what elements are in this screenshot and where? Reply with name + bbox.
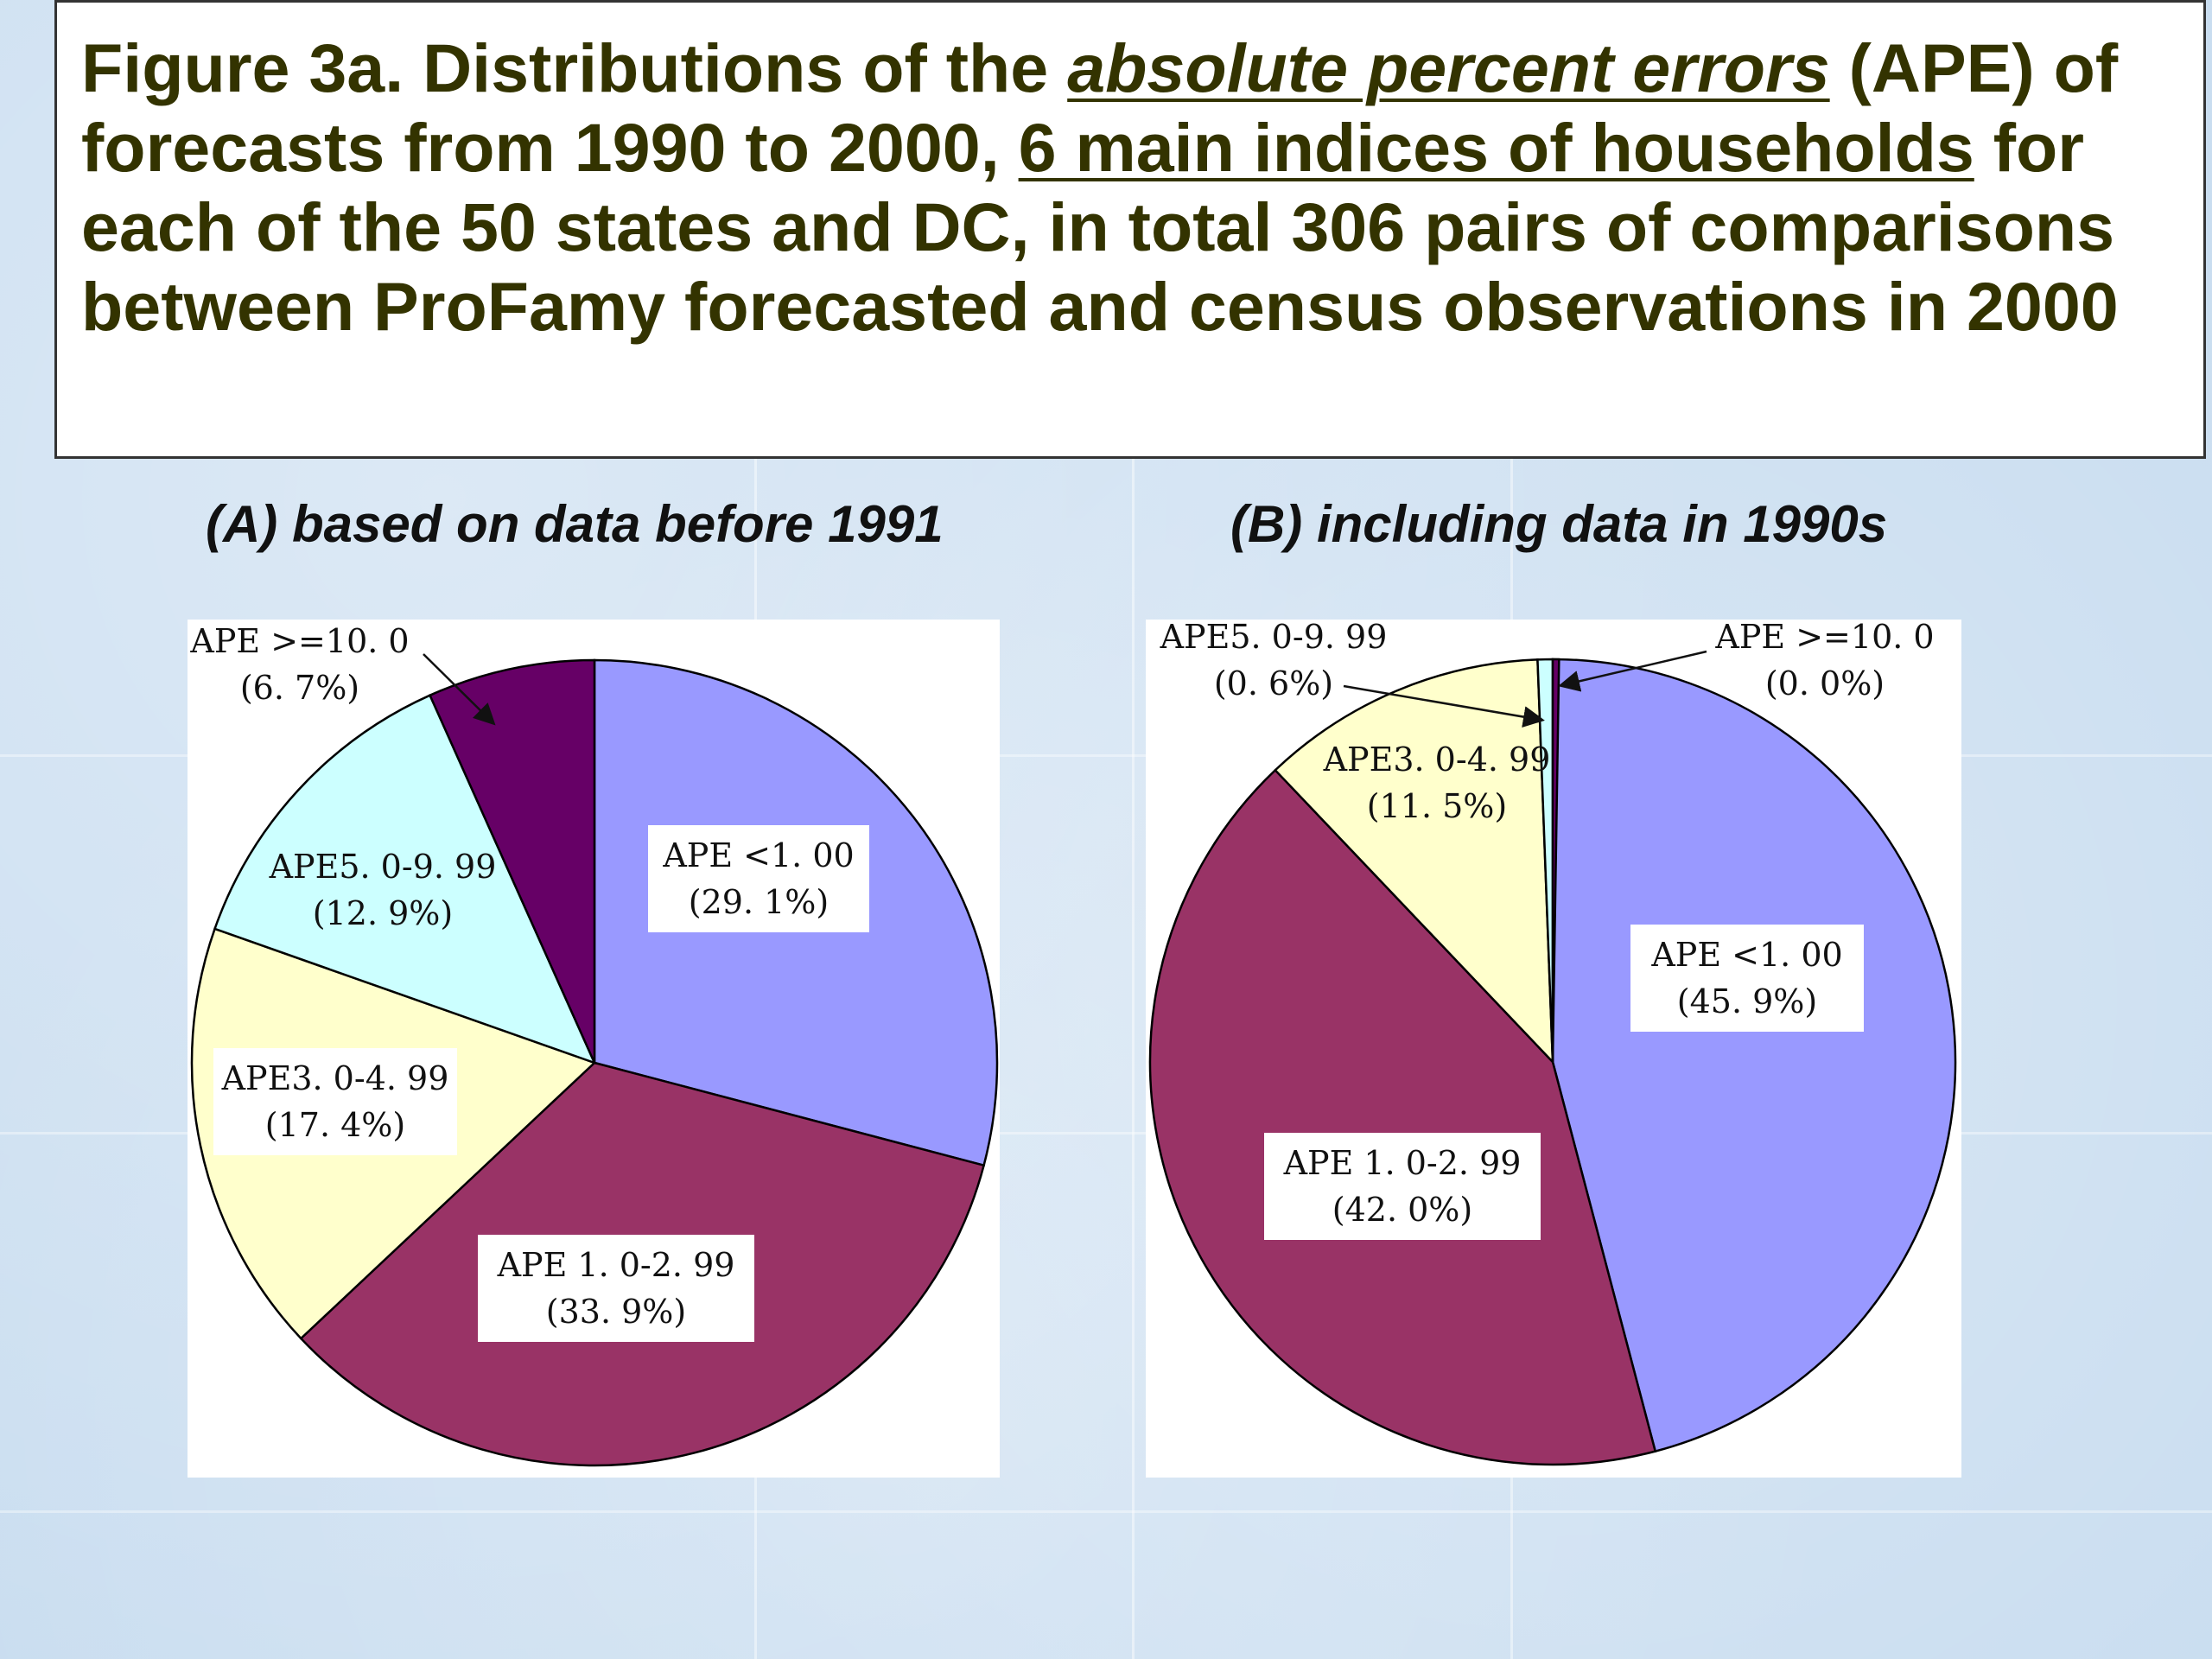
title-emphasis: 6 main indices of households	[1018, 109, 1974, 186]
chart-b-pie: APE <1. 00 (45. 9%) APE 1. 0-2. 99 (42. 0%)…	[1148, 618, 1957, 1466]
data-label-name: APE <1. 00	[1650, 936, 1842, 974]
data-label-box	[648, 825, 869, 932]
background-seam	[0, 1510, 2212, 1513]
chart-b-slice-ape-1-00	[1551, 658, 1957, 1453]
chart-a-title: (A) based on data before 1991	[206, 495, 944, 553]
chart-b-slice-ape-1-0-2-99	[1148, 768, 1657, 1466]
chart-a-slice-ape-10-0	[428, 658, 596, 1064]
background-seam	[1132, 0, 1135, 1659]
leader-arrow	[423, 653, 496, 726]
data-label-name: APE 1. 0-2. 99	[497, 1246, 735, 1284]
chart-b-label-ape-10-0: APE >=10. 0 (0. 0%)	[1714, 618, 1934, 702]
chart-a-slice-ape5-0-9-99	[213, 694, 597, 1065]
chart-a-label-ape3-0-4-99: APE3. 0-4. 99 (17. 4%)	[213, 1048, 457, 1155]
data-label-name: APE >=10. 0	[1714, 618, 1934, 656]
title-part: for each of the 50 states and DC, in tot…	[81, 109, 2119, 345]
title-emphasis: absolute percent errors	[1067, 29, 1830, 106]
data-label-value: (0. 0%)	[1765, 664, 1885, 702]
data-label-name: APE 1. 0-2. 99	[1283, 1144, 1522, 1182]
chart-b-label-ape5-0-9-99: APE5. 0-9. 99 (0. 6%)	[1160, 618, 1388, 702]
chart-b-label-ape-1-00: APE <1. 00 (45. 9%)	[1630, 925, 1864, 1032]
data-label-value: (6. 7%)	[240, 669, 359, 707]
data-label-value: (33. 9%)	[546, 1293, 686, 1331]
chart-b-title: (B) including data in 1990s	[1230, 495, 1888, 553]
data-label-value: (0. 6%)	[1214, 664, 1333, 702]
chart-b-slice-ape3-0-4-99	[1274, 658, 1554, 1065]
background-seam	[0, 754, 2212, 757]
data-label-value: (17. 4%)	[265, 1106, 405, 1144]
data-label-name: APE <1. 00	[662, 836, 854, 874]
data-label-name: APE5. 0-9. 99	[1160, 618, 1388, 656]
title-part: (APE) of forecasts from 1990 to 2000,	[81, 29, 2119, 186]
title-part: Figure 3a. Distributions of the	[81, 29, 1068, 106]
title-box: Figure 3a. Distributions of the absolute…	[54, 0, 2206, 459]
data-label-name: APE3. 0-4. 99	[1323, 741, 1551, 779]
chart-a-label-ape-10-0: APE >=10. 0 (6. 7%)	[189, 622, 409, 707]
data-label-value: (45. 9%)	[1677, 982, 1817, 1020]
chart-b-label-ape-1-0-2-99: APE 1. 0-2. 99 (42. 0%)	[1264, 1133, 1541, 1240]
data-label-value: (11. 5%)	[1367, 787, 1507, 825]
data-label-value: (12. 9%)	[313, 894, 453, 932]
chart-a-label-ape-1-00: APE <1. 00 (29. 1%)	[648, 825, 869, 932]
data-label-box	[1264, 1133, 1541, 1240]
chart-a-label-ape-1-0-2-99: APE 1. 0-2. 99 (33. 9%)	[478, 1235, 754, 1342]
data-label-box	[478, 1235, 754, 1342]
data-label-box	[1630, 925, 1864, 1032]
chart-b-label-ape3-0-4-99: APE3. 0-4. 99 (11. 5%)	[1323, 741, 1551, 825]
data-label-name: APE >=10. 0	[189, 622, 409, 660]
background-seam	[0, 1132, 2212, 1135]
data-label-box	[213, 1048, 457, 1155]
figure-title: Figure 3a. Distributions of the absolute…	[81, 29, 2203, 346]
chart-a-pie: APE <1. 00 (29. 1%) APE 1. 0-2. 99 (33. 9%)…	[189, 622, 999, 1467]
data-label-value: (29. 1%)	[689, 883, 829, 921]
leader-arrow	[1558, 650, 1707, 692]
chart-b-slice-ape-10-0	[1551, 658, 1560, 1063]
leader-arrow	[1343, 684, 1545, 728]
data-label-name: APE5. 0-9. 99	[269, 848, 497, 886]
data-label-value: (42. 0%)	[1332, 1191, 1472, 1229]
data-label-name: APE3. 0-4. 99	[221, 1059, 449, 1097]
chart-a-label-ape5-0-9-99: APE5. 0-9. 99 (12. 9%)	[269, 848, 497, 932]
